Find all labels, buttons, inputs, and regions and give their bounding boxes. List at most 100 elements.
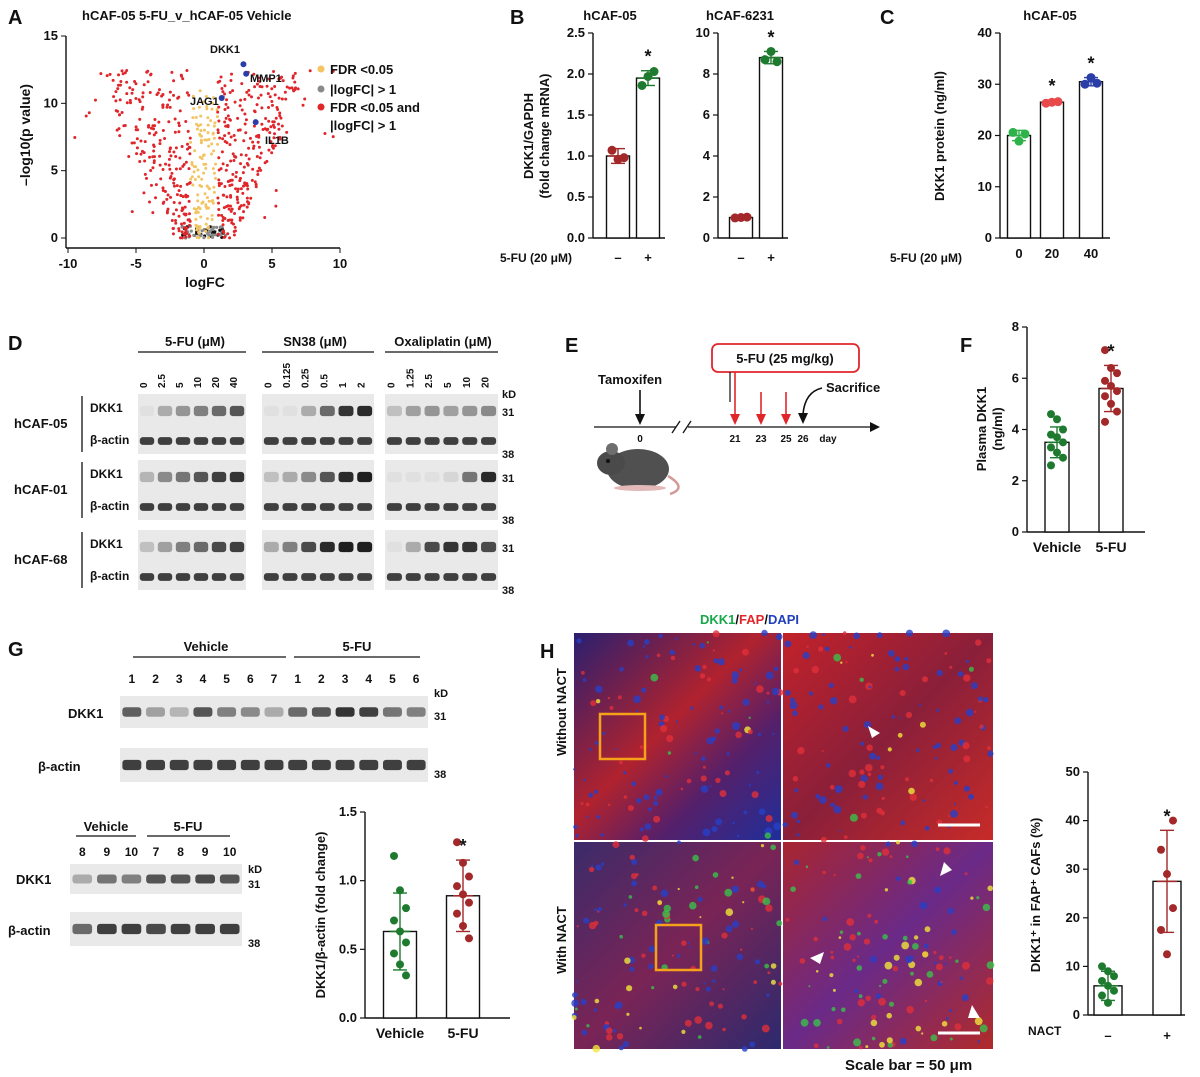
sacrifice-arrow-head bbox=[798, 413, 808, 424]
cell-nucleus bbox=[986, 746, 991, 750]
actin-band bbox=[424, 503, 440, 511]
gene-point bbox=[222, 231, 226, 235]
gene-point bbox=[225, 163, 229, 167]
cell-nucleus bbox=[886, 1037, 893, 1044]
cell-nucleus bbox=[845, 661, 848, 664]
mw-label: 31 bbox=[502, 473, 514, 485]
cell-nucleus bbox=[742, 648, 749, 656]
actin-band bbox=[335, 759, 355, 771]
data-point bbox=[1101, 376, 1109, 385]
cell-nucleus bbox=[588, 866, 595, 873]
gene-point bbox=[168, 147, 172, 151]
gene-point bbox=[188, 223, 192, 227]
bar-chart-b-hcaf05: 0.0 0.5 1.0 1.5 2.0 2.5 DKK1/GAPDH (fold change… bbox=[521, 25, 665, 245]
dkk1-band bbox=[282, 541, 298, 553]
y-tick-label: 6 bbox=[703, 107, 710, 122]
b-title-right: hCAF-6231 bbox=[706, 8, 774, 23]
gene-point bbox=[241, 216, 245, 220]
gene-point bbox=[204, 229, 208, 233]
gene-point bbox=[234, 170, 238, 174]
gene-point bbox=[164, 162, 168, 166]
bar-chart-f: 0 2 4 6 8 Plasma DKK1 (ng/ml) Vehicle * 5-FU bbox=[974, 319, 1145, 555]
cell-nucleus bbox=[982, 903, 991, 912]
gene-point bbox=[178, 156, 182, 160]
gene-point bbox=[331, 69, 335, 73]
g-kd-bottom: kD bbox=[248, 864, 262, 876]
gene-point bbox=[174, 167, 178, 171]
cell-nucleus bbox=[574, 1007, 578, 1011]
data-point bbox=[1157, 845, 1165, 854]
gene-point bbox=[245, 205, 249, 209]
cell-nucleus bbox=[571, 999, 579, 1007]
actin-band bbox=[157, 503, 173, 511]
gene-point bbox=[177, 124, 181, 128]
gene-point bbox=[187, 93, 191, 97]
gene-point bbox=[278, 111, 282, 115]
gene-point bbox=[259, 93, 263, 97]
gene-point bbox=[244, 131, 248, 135]
cell-nucleus bbox=[609, 705, 614, 710]
cell-nucleus bbox=[741, 1014, 747, 1020]
cell-nucleus bbox=[950, 929, 957, 935]
gene-point bbox=[165, 105, 169, 109]
gene-point bbox=[187, 199, 191, 203]
cell-nucleus bbox=[906, 855, 909, 858]
cell-nucleus bbox=[597, 907, 602, 912]
gene-point bbox=[234, 175, 238, 179]
cell-nucleus bbox=[879, 1041, 885, 1048]
lane-label: 10 bbox=[125, 845, 139, 859]
significance-star: * bbox=[1087, 54, 1094, 74]
gene-point bbox=[134, 125, 138, 129]
gene-point bbox=[252, 124, 256, 128]
cell-nucleus bbox=[615, 748, 618, 751]
cell-nucleus bbox=[976, 896, 980, 900]
gene-point bbox=[166, 193, 170, 197]
gene-point bbox=[123, 124, 127, 128]
data-point bbox=[1008, 127, 1018, 137]
cell-nucleus bbox=[756, 685, 764, 693]
gene-point bbox=[158, 154, 162, 158]
dose-arrow-head bbox=[756, 414, 766, 425]
cell-nucleus bbox=[808, 691, 814, 696]
gene-point bbox=[280, 124, 284, 128]
cell-nucleus bbox=[591, 864, 594, 868]
lane-label: 7 bbox=[271, 672, 278, 686]
y-tick-label: 20 bbox=[978, 128, 992, 143]
e-day-26: 26 bbox=[797, 434, 809, 445]
concentration-label: 2 bbox=[357, 382, 368, 388]
data-point bbox=[1059, 438, 1067, 447]
panel-letter-d: D bbox=[8, 333, 22, 355]
actin-band bbox=[443, 573, 459, 581]
dkk1-band bbox=[170, 874, 191, 884]
mw-label: 38 bbox=[502, 449, 514, 461]
cell-nucleus bbox=[631, 859, 638, 865]
gene-point bbox=[238, 128, 242, 132]
gene-point bbox=[292, 88, 296, 92]
actin-band bbox=[338, 503, 354, 511]
gene-point bbox=[308, 69, 312, 73]
e-day-unit: day bbox=[819, 434, 837, 445]
cell-nucleus bbox=[741, 1046, 748, 1052]
data-point bbox=[402, 971, 410, 980]
cell-nucleus bbox=[859, 769, 865, 775]
gene-point bbox=[256, 172, 260, 176]
gene-point bbox=[240, 108, 244, 112]
cell-nucleus bbox=[915, 748, 920, 753]
gene-point bbox=[184, 227, 188, 231]
g-fu-bottom: 5-FU bbox=[174, 819, 203, 834]
cell-nucleus bbox=[717, 1003, 724, 1009]
dkk1-band bbox=[193, 405, 209, 417]
gene-point bbox=[331, 135, 335, 139]
cell-nucleus bbox=[829, 697, 838, 705]
dkk1-band bbox=[443, 471, 459, 483]
cell-nucleus bbox=[907, 879, 913, 885]
c-title: hCAF-05 bbox=[1023, 8, 1076, 23]
y-tick-label: 0 bbox=[1012, 524, 1019, 539]
cell-nucleus bbox=[811, 665, 819, 674]
cell-nucleus bbox=[914, 978, 923, 987]
gene-point bbox=[293, 71, 297, 75]
gene-point bbox=[268, 95, 272, 99]
cell-nucleus bbox=[924, 999, 928, 1003]
data-point bbox=[390, 916, 398, 925]
data-point bbox=[402, 904, 410, 913]
